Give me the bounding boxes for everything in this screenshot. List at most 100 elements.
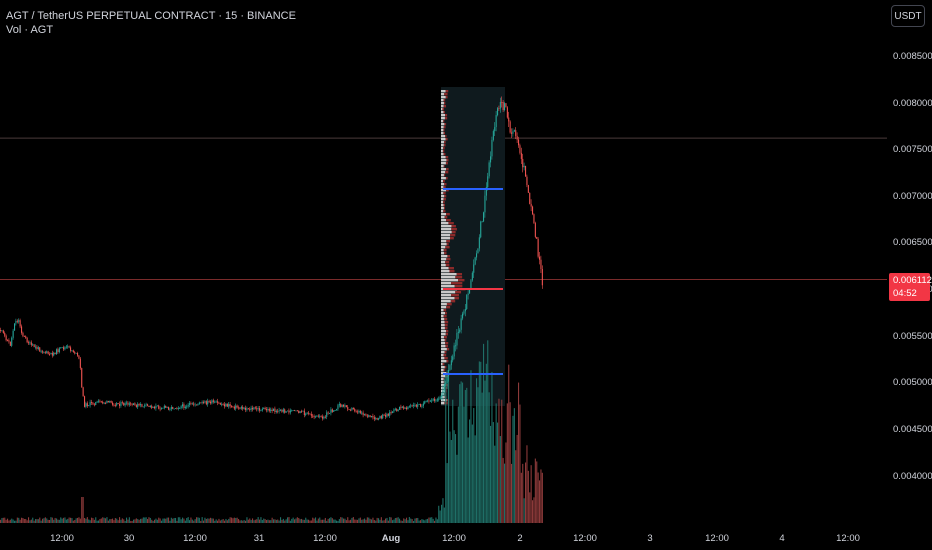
- profile-row-down: [445, 114, 448, 117]
- volume-bar: [44, 517, 46, 523]
- candle: [79, 358, 81, 369]
- volume-bar: [168, 517, 170, 523]
- candle: [420, 404, 422, 407]
- volume-bar: [187, 517, 189, 523]
- price-tick-label: 0.004000: [893, 471, 932, 482]
- volume-bar: [313, 518, 315, 523]
- candle: [424, 401, 426, 404]
- volume-bar: [63, 517, 65, 523]
- volume-bar: [35, 519, 37, 523]
- candle: [100, 401, 102, 403]
- candle: [22, 332, 24, 337]
- candle: [407, 406, 409, 410]
- candle: [78, 355, 80, 359]
- profile-row-up: [441, 213, 447, 216]
- candle: [197, 403, 199, 406]
- candle: [184, 406, 186, 408]
- volume-bar: [235, 517, 237, 523]
- volume-bar: [504, 463, 506, 523]
- volume-bar: [393, 519, 395, 523]
- candle: [291, 410, 293, 412]
- time-tick-label: 3: [647, 533, 653, 544]
- candle: [505, 103, 507, 108]
- profile-row-down: [451, 294, 459, 297]
- volume-bar: [400, 520, 402, 523]
- volume-bar: [89, 520, 91, 523]
- volume-bar: [133, 519, 135, 523]
- volume-bar: [392, 520, 394, 523]
- candle: [513, 130, 515, 132]
- profile-row-up: [441, 255, 448, 258]
- volume-bar: [256, 519, 258, 523]
- candle: [330, 409, 332, 414]
- volume-bar: [420, 520, 422, 523]
- candle: [138, 404, 140, 406]
- volume-bar: [219, 520, 221, 523]
- volume-bar: [154, 519, 156, 523]
- volume-bar: [364, 518, 366, 523]
- profile-row-up: [441, 96, 446, 99]
- profile-row-up: [441, 102, 444, 105]
- profile-row-down: [450, 234, 456, 237]
- candle: [159, 408, 161, 410]
- volume-bar: [149, 517, 151, 523]
- candle: [481, 221, 483, 223]
- candle: [196, 404, 198, 406]
- volume-bar: [369, 518, 371, 523]
- candle: [302, 410, 304, 412]
- candle: [175, 408, 177, 409]
- profile-row-down: [458, 279, 465, 282]
- volume-bar: [481, 392, 483, 523]
- candle: [333, 410, 335, 412]
- volume-bar: [61, 518, 63, 523]
- profile-row-up: [441, 315, 444, 318]
- volume-bar: [308, 519, 310, 523]
- volume-bar: [508, 364, 510, 523]
- volume-bar: [161, 520, 163, 523]
- candle: [211, 400, 213, 404]
- candle: [284, 409, 286, 413]
- profile-row-down: [446, 168, 449, 171]
- volume-bar: [243, 520, 245, 523]
- volume-bar: [148, 517, 150, 523]
- candle: [492, 131, 494, 140]
- currency-button[interactable]: USDT: [891, 5, 925, 27]
- volume-bar: [319, 517, 321, 523]
- candle: [198, 402, 200, 404]
- profile-row-up: [441, 141, 445, 144]
- volume-bar: [259, 519, 261, 523]
- candle: [443, 384, 445, 391]
- candle: [26, 337, 28, 343]
- candle: [137, 404, 139, 408]
- volume-indicator-label[interactable]: Vol · AGT: [6, 24, 54, 36]
- candle: [373, 417, 375, 419]
- volume-bar: [270, 520, 272, 523]
- candle: [334, 410, 336, 411]
- candle: [200, 402, 202, 404]
- profile-row-down: [444, 318, 448, 321]
- volume-bar: [130, 520, 132, 523]
- candle: [33, 344, 35, 348]
- candle: [508, 117, 510, 122]
- volume-bar: [305, 517, 307, 523]
- candle: [509, 121, 511, 133]
- profile-row-up: [441, 90, 446, 93]
- volume-bar: [527, 470, 529, 523]
- volume-bar: [541, 472, 543, 523]
- volume-bar: [439, 510, 441, 523]
- candle: [413, 405, 415, 406]
- candle: [67, 346, 69, 348]
- profile-row-down: [443, 132, 446, 135]
- candle: [61, 347, 63, 349]
- volume-bar: [158, 517, 160, 523]
- volume-bar: [303, 519, 305, 523]
- volume-bar: [390, 517, 392, 523]
- last-price-value: 0.006112: [893, 275, 932, 286]
- volume-bar: [315, 517, 317, 523]
- volume-bar: [310, 520, 312, 523]
- volume-bar: [338, 519, 340, 523]
- volume-bar: [99, 518, 101, 523]
- candle: [462, 313, 464, 319]
- volume-profile-box: [441, 87, 505, 406]
